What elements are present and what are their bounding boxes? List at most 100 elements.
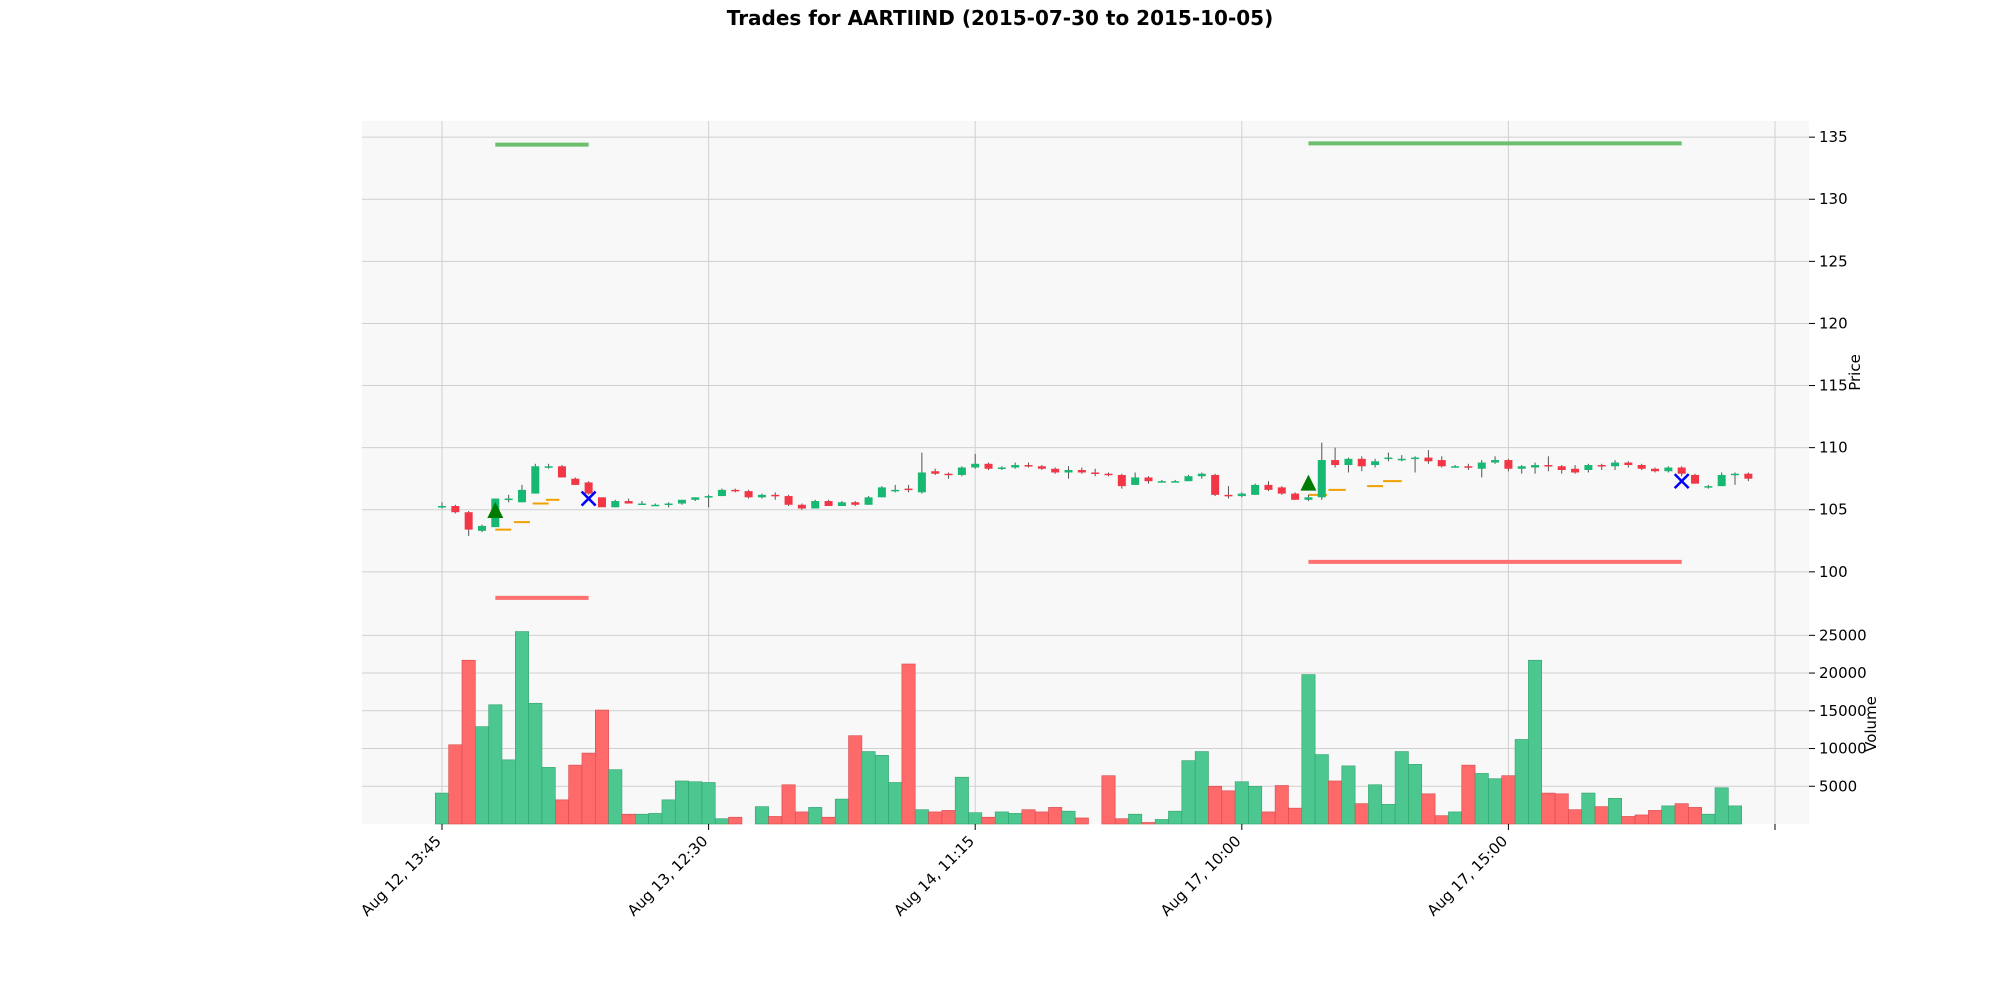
candle-body (637, 503, 646, 506)
sell-marker (1673, 473, 1690, 490)
buy-marker (487, 501, 504, 518)
candle-body (1344, 458, 1353, 466)
price-tick-label: 125 (1819, 252, 1848, 270)
volume-bar (1661, 805, 1676, 825)
candle-body (944, 473, 953, 476)
volume-axis-label: Volume (1862, 696, 1880, 752)
candle-body (1144, 477, 1153, 482)
volume-bar (488, 704, 503, 825)
volume-bar (888, 782, 903, 825)
candle-body (504, 498, 513, 501)
candle-body (891, 489, 900, 492)
volume-bar (1394, 751, 1409, 825)
candle-body (957, 467, 966, 475)
candle-body (851, 502, 860, 505)
x-tick-label: Aug 13, 12:30 (624, 832, 712, 920)
candle-body (1477, 462, 1486, 469)
candle-body (1331, 460, 1340, 466)
volume-bar (994, 811, 1009, 825)
volume-bar (448, 744, 463, 825)
candle-body (611, 501, 620, 508)
candle-body (1211, 474, 1220, 495)
volume-bar (821, 816, 836, 825)
x-tick-label: Aug 17, 15:00 (1424, 832, 1512, 920)
volume-bar (1034, 811, 1049, 825)
candle-body (1077, 469, 1086, 473)
candle-body (1424, 457, 1433, 462)
volume-bar (1434, 815, 1449, 825)
volume-bar (1234, 781, 1249, 825)
candle-body (1357, 458, 1366, 467)
volume-bar (928, 811, 943, 825)
volume-bar (674, 780, 689, 825)
volume-bar (581, 752, 596, 825)
candle-body (664, 503, 673, 506)
candle-body (597, 497, 606, 508)
candle-body (1304, 497, 1313, 500)
candle-body (1544, 465, 1553, 467)
candle-body (1491, 460, 1500, 463)
volume-bar (1528, 659, 1543, 825)
volume-tick-label: 20000 (1819, 664, 1867, 682)
x-tick-label: Aug 14, 11:15 (890, 832, 978, 920)
volume-bar (941, 810, 956, 825)
candle-body (1117, 474, 1126, 487)
candle-body (704, 496, 713, 498)
volume-bar (475, 726, 489, 825)
candle-body (731, 489, 740, 492)
volume-bar (981, 816, 996, 825)
candle-body (1237, 493, 1246, 497)
volume-tick-label: 25000 (1819, 626, 1867, 644)
candle-body (464, 512, 473, 530)
volume-bar (768, 816, 783, 825)
volume-bar (808, 807, 823, 825)
candle-body (797, 504, 806, 509)
candle-body (557, 466, 566, 478)
volume-bar (728, 816, 743, 825)
candle-body (1371, 461, 1380, 466)
candle-body (971, 463, 980, 468)
candle-body (1624, 462, 1633, 466)
volume-bar (1688, 807, 1702, 825)
candle-body (824, 501, 833, 507)
candle-body (1637, 465, 1646, 469)
volume-bar (528, 702, 543, 825)
price-tick-label: 105 (1819, 501, 1848, 519)
volume-bar (1021, 809, 1036, 825)
volume-bar (1648, 810, 1662, 825)
volume-bar (1274, 785, 1289, 825)
candle-body (1411, 457, 1420, 460)
candle-body (1011, 465, 1020, 468)
candle-body (1451, 466, 1460, 468)
grid-lines (362, 121, 1809, 824)
trade-levels (495, 141, 1682, 600)
price-tick-label: 115 (1819, 377, 1848, 395)
volume-bar (1288, 807, 1303, 825)
candle-body (1251, 484, 1260, 495)
candle-body (904, 488, 913, 491)
volume-bar (435, 792, 449, 825)
volume-bar (1568, 809, 1583, 825)
candle-body (877, 487, 886, 498)
candle-body (1104, 473, 1113, 476)
volume-bar (848, 735, 863, 825)
candle-body (1677, 467, 1686, 474)
price-tick-label: 135 (1819, 128, 1848, 146)
candle-body (1131, 477, 1140, 485)
volume-bar (1554, 793, 1569, 825)
volume-bar (1208, 785, 1223, 825)
buy-marker (1300, 474, 1317, 491)
candle-body (1317, 460, 1326, 498)
x-tick-label: Aug 12, 13:45 (357, 832, 445, 920)
volume-bar (1301, 674, 1316, 825)
candle-body (1291, 493, 1300, 500)
volume-bar (714, 818, 729, 825)
candle-body (624, 501, 633, 504)
candle-body (1024, 465, 1033, 467)
volume-bar (1248, 785, 1263, 825)
volume-bar (1368, 784, 1383, 825)
volume-bar (1008, 813, 1023, 825)
candle-body (438, 506, 446, 508)
volume-bar (954, 776, 969, 825)
